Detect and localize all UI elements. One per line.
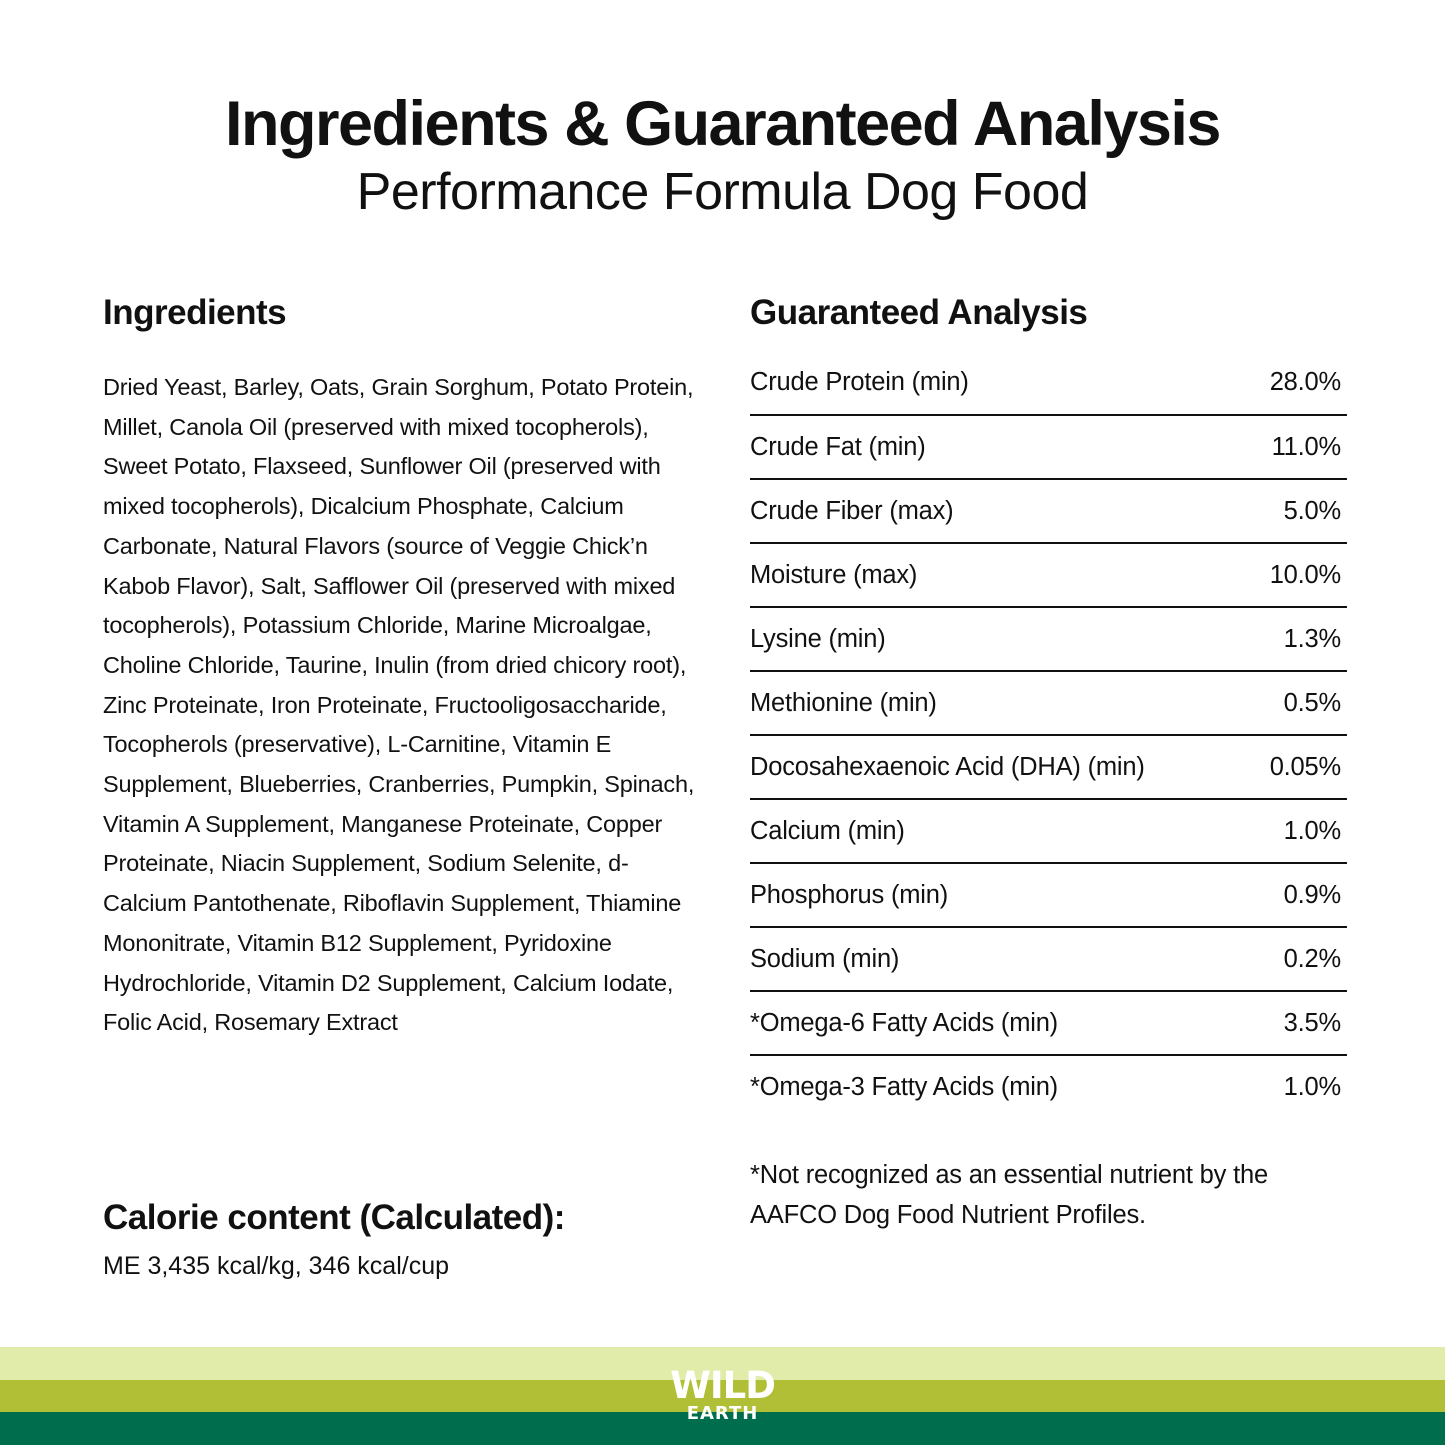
row-value: 3.5% [1283,1008,1342,1037]
row-label: Lysine (min) [750,624,886,653]
logo-wild: WILD [670,1364,776,1407]
analysis-section: Guaranteed Analysis Crude Protein (min) 2… [750,288,1347,1118]
row-value: 0.05% [1269,752,1342,781]
table-row: Calcium (min) 1.0% [750,800,1347,864]
row-value: 0.2% [1283,944,1342,973]
row-value: 28.0% [1269,368,1342,396]
table-row: Phosphorus (min) 0.9% [750,864,1347,928]
table-row: Docosahexaenoic Acid (DHA) (min) 0.05% [750,736,1347,800]
table-row: *Omega-3 Fatty Acids (min) 1.0% [750,1056,1347,1118]
row-label: Phosphorus (min) [750,880,949,909]
row-label: Methionine (min) [750,688,937,717]
table-row: Crude Fat (min) 11.0% [750,416,1347,480]
analysis-table: Crude Protein (min) 28.0% Crude Fat (min)… [750,368,1347,1118]
table-row: Crude Protein (min) 28.0% [750,368,1347,416]
calorie-value: ME 3,435 kcal/kg, 346 kcal/cup [103,1252,450,1280]
row-value: 1.3% [1283,624,1342,653]
ingredients-section: Ingredients Dried Yeast, Barley, Oats, G… [103,288,703,1043]
table-row: Crude Fiber (max) 5.0% [750,480,1347,544]
table-row: Moisture (max) 10.0% [750,544,1347,608]
row-value: 1.0% [1283,816,1342,845]
row-value: 1.0% [1283,1072,1342,1101]
footer-band-dark [0,1412,1445,1445]
row-label: *Omega-6 Fatty Acids (min) [750,1008,1058,1037]
logo-earth: EARTH [686,1403,759,1424]
brand-logo: WILD EARTH [660,1364,785,1424]
table-row: *Omega-6 Fatty Acids (min) 3.5% [750,992,1347,1056]
row-label: Moisture (max) [750,560,918,589]
row-label: Crude Protein (min) [750,368,969,396]
analysis-heading: Guaranteed Analysis [750,293,1088,332]
row-label: Docosahexaenoic Acid (DHA) (min) [750,752,1145,781]
row-label: Calcium (min) [750,816,905,845]
row-value: 0.9% [1283,880,1342,909]
footer-band-mid [0,1380,1445,1412]
row-label: *Omega-3 Fatty Acids (min) [750,1072,1058,1101]
row-label: Sodium (min) [750,944,900,973]
ingredients-list: Dried Yeast, Barley, Oats, Grain Sorghum… [103,374,695,1036]
row-value: 0.5% [1283,688,1342,717]
row-label: Crude Fiber (max) [750,496,954,525]
row-value: 5.0% [1283,496,1342,525]
footer-band-light [0,1347,1445,1380]
row-value: 11.0% [1271,432,1342,461]
table-row: Methionine (min) 0.5% [750,672,1347,736]
table-row: Lysine (min) 1.3% [750,608,1347,672]
calorie-heading: Calorie content (Calculated): [103,1198,565,1237]
page-subtitle: Performance Formula Dog Food [356,163,1089,221]
ingredients-heading: Ingredients [103,293,287,332]
row-value: 10.0% [1269,560,1342,589]
row-label: Crude Fat (min) [750,432,926,461]
footnote: *Not recognized as an essential nutrient… [750,1161,1268,1229]
page-title: Ingredients & Guaranteed Analysis [225,89,1221,159]
table-row: Sodium (min) 0.2% [750,928,1347,992]
